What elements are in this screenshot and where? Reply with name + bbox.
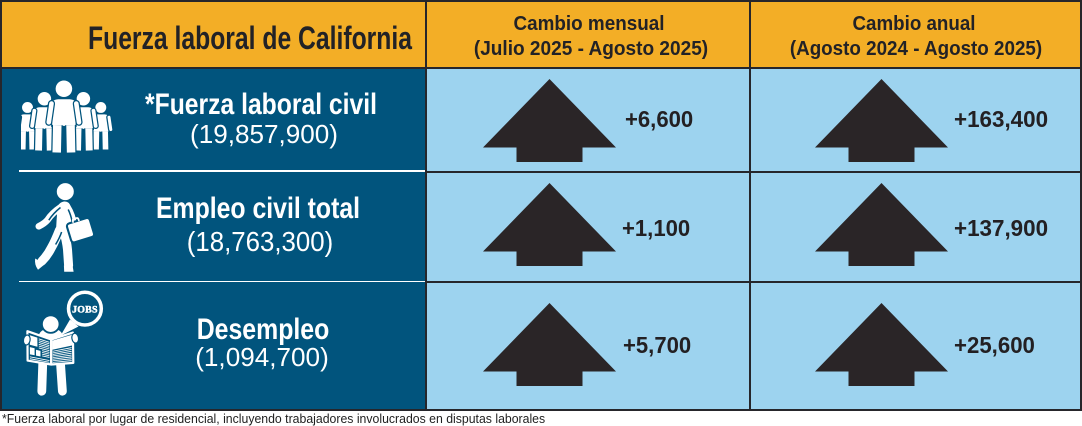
svg-text:JOBS: JOBS [72,305,98,316]
